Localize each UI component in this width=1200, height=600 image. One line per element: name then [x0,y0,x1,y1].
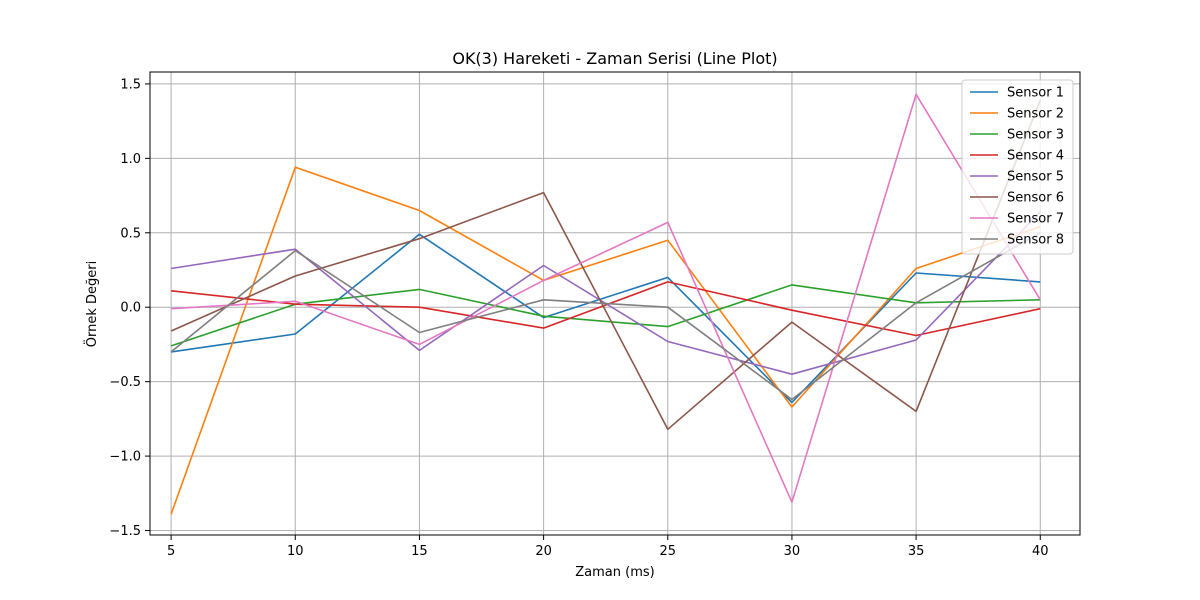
series-line-sensor-6 [170,100,1042,431]
y-tick-label: 0.0 [120,301,141,316]
legend-label: Sensor 5 [1007,170,1064,185]
ticks: 5 10 15 20 25 30 35 40 −1.5 −1.0 −0.5 0.0 0.5 1.0 1.5 [109,77,1048,559]
y-tick-label: 1.5 [120,77,141,92]
x-tick-label: 10 [287,544,304,559]
series-lines [170,93,1042,515]
y-tick-label: 0.5 [120,226,141,241]
series-line-sensor-2 [170,166,1041,515]
series-line-sensor-7 [171,93,1041,504]
chart-title: OK(3) Hareketi - Zaman Serisi (Line Plot… [452,49,777,68]
y-tick-label: 1.0 [120,152,141,167]
x-tick-label: 25 [659,544,676,559]
legend-label: Sensor 2 [1007,107,1064,122]
x-tick-label: 40 [1032,544,1049,559]
legend-label: Sensor 6 [1007,191,1064,206]
legend-label: Sensor 4 [1007,149,1064,164]
y-tick-label: −0.5 [109,375,141,390]
x-tick-label: 30 [784,544,801,559]
x-tick-label: 20 [535,544,552,559]
series-line-sensor-3 [170,284,1041,347]
legend-label: Sensor 8 [1007,233,1064,248]
legend-label: Sensor 3 [1007,128,1064,143]
series-line-sensor-1 [170,233,1041,404]
plot-frame [149,71,1081,536]
x-tick-label: 35 [908,544,925,559]
legend-box [961,79,1074,255]
x-tick-label: 5 [167,544,175,559]
series-line-sensor-8 [170,232,1041,401]
y-axis-label: Örnek Değeri [83,261,100,347]
y-tick-label: −1.5 [109,524,141,539]
legend-label: Sensor 1 [1007,86,1064,101]
series-line-sensor-4 [171,281,1041,337]
legend: Sensor 1 Sensor 2 Sensor 3 Sensor 4 Sensor 5… [961,79,1074,255]
x-axis-label: Zaman (ms) [575,565,654,580]
y-tick-label: −1.0 [109,450,141,465]
x-tick-label: 15 [411,544,428,559]
legend-label: Sensor 7 [1007,212,1064,227]
